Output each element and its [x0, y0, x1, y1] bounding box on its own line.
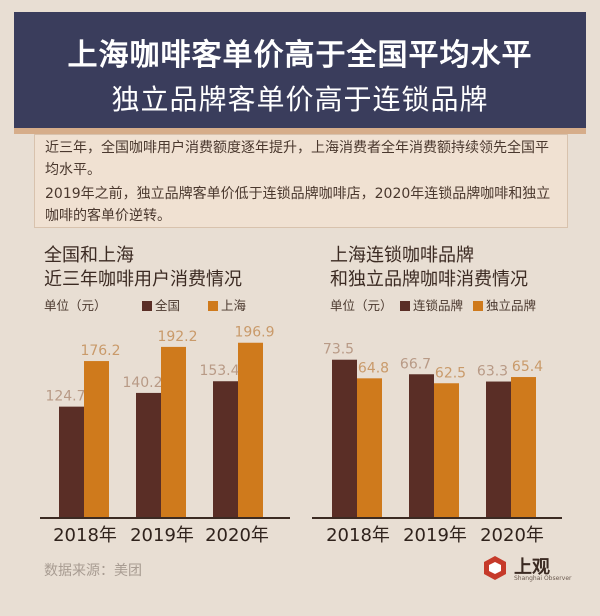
- legend-label-national: 全国: [155, 298, 181, 313]
- left-bar-s2-1: [161, 346, 186, 517]
- right-value-label-s2-1: 62.5: [435, 365, 466, 381]
- data-source: 数据来源：美团: [44, 563, 142, 579]
- right-value-label-s2-2: 65.4: [512, 359, 543, 375]
- summary-box: 近三年，全国咖啡用户消费额度逐年提升，上海消费者全年消费额持续领先全国平均水平。…: [34, 134, 568, 228]
- page-title: 上海咖啡客单价高于全国平均水平: [67, 38, 533, 73]
- legend-label-shanghai: 上海: [221, 298, 247, 313]
- left-bar-s1-1: [136, 392, 161, 517]
- legend-swatch-independent: [473, 301, 483, 311]
- right-chart-title-line2: 和独立品牌咖啡消费情况: [330, 269, 528, 290]
- right-value-label-s1-1: 66.7: [400, 356, 431, 372]
- right-bar-s2-0: [357, 378, 382, 517]
- left-unit-label: 单位（元）: [44, 298, 107, 313]
- right-bar-s1-0: [332, 359, 357, 517]
- left-bar-s2-0: [84, 361, 109, 517]
- right-bar-s1-1: [409, 374, 434, 517]
- left-value-label-s2-0: 176.2: [80, 343, 120, 359]
- left-category-label-0: 2018年: [53, 525, 117, 546]
- right-bar-s2-2: [511, 377, 536, 517]
- legend-swatch-shanghai: [208, 301, 218, 311]
- left-value-label-s1-2: 153.4: [199, 363, 239, 379]
- left-bar-s2-2: [238, 342, 263, 517]
- logo-icon: [484, 556, 506, 580]
- summary-paragraph-1: 近三年，全国咖啡用户消费额度逐年提升，上海消费者全年消费额持续领先全国平均水平。: [45, 140, 549, 178]
- right-category-label-1: 2019年: [403, 525, 467, 546]
- left-bar-s1-2: [213, 381, 238, 517]
- right-category-label-2: 2020年: [480, 525, 544, 546]
- summary-paragraph-2: 2019年之前，独立品牌客单价低于连锁品牌咖啡店，2020年连锁品牌咖啡和独立咖…: [45, 186, 551, 224]
- left-bar-s1-0: [59, 406, 84, 517]
- logo-subtitle: Shanghai Observer: [514, 575, 572, 582]
- right-bar-s2-1: [434, 383, 459, 517]
- left-category-label-2: 2020年: [205, 525, 269, 546]
- header-banner: 上海咖啡客单价高于全国平均水平 独立品牌客单价高于连锁品牌: [14, 12, 586, 134]
- left-legend: 全国 上海: [136, 295, 246, 314]
- legend-swatch-chain: [400, 301, 410, 311]
- right-legend: 连锁品牌 独立品牌: [394, 295, 536, 314]
- legend-label-chain: 连锁品牌: [413, 298, 464, 313]
- right-value-label-s1-0: 73.5: [323, 342, 354, 358]
- left-value-label-s1-0: 124.7: [45, 389, 85, 405]
- right-category-label-0: 2018年: [326, 525, 390, 546]
- left-chart-title-line2: 近三年咖啡用户消费情况: [44, 269, 242, 290]
- legend-label-independent: 独立品牌: [486, 298, 537, 313]
- page-subtitle: 独立品牌客单价高于连锁品牌: [111, 83, 489, 116]
- logo: 上观 Shanghai Observer: [482, 553, 592, 587]
- right-value-label-s2-0: 64.8: [358, 360, 389, 376]
- left-category-label-1: 2019年: [130, 525, 194, 546]
- right-value-label-s1-2: 63.3: [477, 364, 508, 380]
- right-chart-title: 上海连锁咖啡品牌 和独立品牌咖啡消费情况: [330, 244, 528, 292]
- right-unit-label: 单位（元）: [330, 298, 393, 313]
- left-value-label-s1-1: 140.2: [122, 375, 162, 391]
- left-chart-title: 全国和上海 近三年咖啡用户消费情况: [44, 244, 242, 292]
- right-bar-s1-2: [486, 381, 511, 517]
- left-chart-title-line1: 全国和上海: [44, 245, 134, 266]
- logo-name: 上观: [514, 557, 550, 578]
- right-chart-title-line1: 上海连锁咖啡品牌: [330, 245, 474, 266]
- left-value-label-s2-1: 192.2: [157, 329, 197, 345]
- legend-swatch-national: [142, 301, 152, 311]
- left-value-label-s2-2: 196.9: [234, 325, 274, 341]
